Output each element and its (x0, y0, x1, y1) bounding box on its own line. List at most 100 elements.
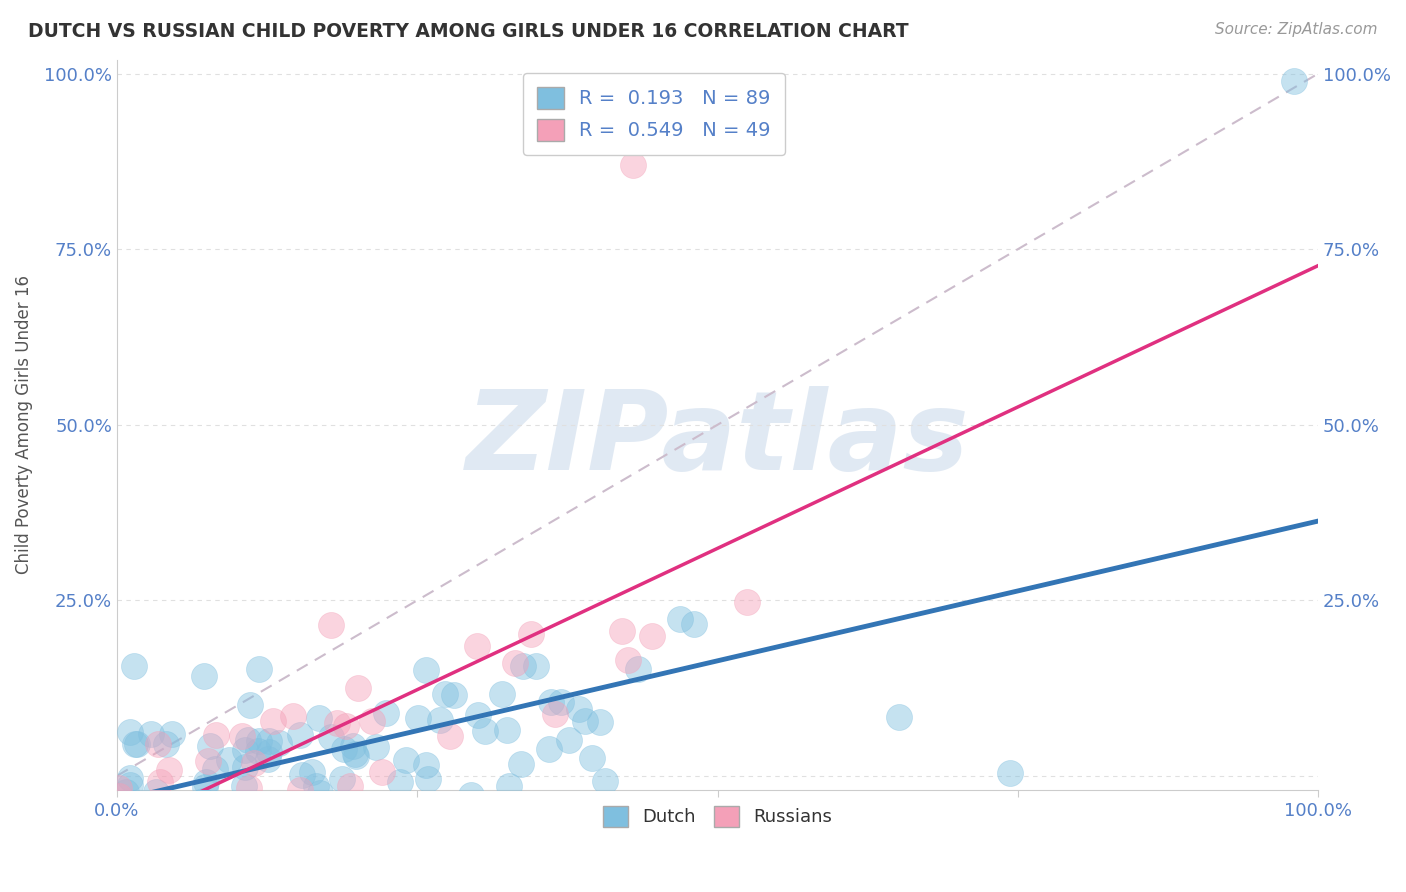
Point (290, 782, 312, 797)
Point (184, 812, 207, 826)
Point (498, 779, 520, 793)
Point (395, 754, 418, 768)
Point (238, 781, 260, 796)
Point (537, 741, 560, 756)
Point (640, 629, 662, 643)
Point (218, 753, 240, 767)
Point (627, 662, 650, 676)
Point (333, 742, 356, 756)
Point (146, 737, 169, 751)
Point (512, 658, 534, 673)
Point (434, 687, 457, 701)
Point (617, 652, 640, 666)
Point (361, 714, 384, 729)
Point (406, 711, 429, 725)
Point (344, 748, 367, 763)
Point (291, 768, 314, 782)
Point (194, 775, 217, 789)
Point (735, 595, 758, 609)
Point (139, 727, 162, 741)
Point (550, 695, 572, 709)
Point (118, 771, 141, 785)
Point (242, 756, 264, 770)
Point (288, 728, 311, 742)
Point (418, 772, 440, 786)
Point (131, 825, 153, 839)
Point (415, 757, 437, 772)
Point (112, 825, 135, 839)
Point (233, 759, 256, 773)
Point (115, 785, 138, 799)
Point (246, 744, 269, 758)
Point (118, 778, 141, 792)
Point (167, 805, 190, 819)
Point (374, 706, 396, 720)
Point (998, 765, 1021, 780)
Point (589, 715, 612, 730)
Point (118, 804, 141, 818)
Point (225, 804, 247, 818)
Point (239, 698, 262, 712)
Point (682, 616, 704, 631)
Point (233, 743, 256, 757)
Point (193, 804, 215, 818)
Point (509, 757, 531, 772)
Point (249, 825, 271, 839)
Legend: Dutch, Russians: Dutch, Russians (593, 797, 842, 836)
Point (157, 763, 180, 777)
Point (309, 825, 332, 839)
Point (149, 825, 172, 839)
Point (127, 737, 149, 751)
Point (544, 706, 567, 721)
Point (429, 714, 451, 728)
Point (319, 617, 342, 632)
Point (193, 825, 215, 839)
Point (120, 724, 142, 739)
Point (204, 762, 226, 776)
Point (389, 775, 412, 789)
Point (645, 804, 668, 818)
Point (145, 785, 167, 799)
Point (198, 739, 221, 754)
Point (593, 773, 616, 788)
Point (540, 695, 562, 709)
Point (231, 729, 253, 743)
Point (292, 804, 315, 818)
Point (474, 724, 496, 739)
Point (194, 780, 217, 795)
Point (218, 799, 240, 814)
Point (443, 688, 465, 702)
Point (309, 786, 332, 800)
Point (887, 710, 910, 724)
Point (262, 714, 284, 728)
Point (138, 825, 160, 839)
Point (111, 825, 134, 839)
Point (193, 669, 215, 683)
Point (124, 658, 146, 673)
Point (346, 681, 368, 696)
Point (204, 728, 226, 742)
Point (145, 798, 167, 813)
Point (467, 708, 489, 723)
Point (558, 732, 581, 747)
Point (105, 797, 128, 811)
Point (343, 747, 366, 762)
Point (233, 779, 256, 793)
Point (181, 804, 204, 818)
Point (366, 804, 388, 818)
Point (301, 765, 323, 780)
Point (107, 781, 129, 796)
Point (155, 737, 177, 751)
Point (197, 755, 219, 769)
Point (108, 789, 131, 803)
Point (496, 723, 519, 737)
Point (366, 740, 388, 755)
Point (115, 822, 138, 837)
Point (247, 662, 270, 676)
Point (236, 733, 259, 747)
Point (330, 772, 353, 786)
Point (335, 719, 357, 733)
Text: Source: ZipAtlas.com: Source: ZipAtlas.com (1215, 22, 1378, 37)
Text: DUTCH VS RUSSIAN CHILD POVERTY AMONG GIRLS UNDER 16 CORRELATION CHART: DUTCH VS RUSSIAN CHILD POVERTY AMONG GIR… (28, 22, 908, 41)
Point (121, 816, 143, 830)
